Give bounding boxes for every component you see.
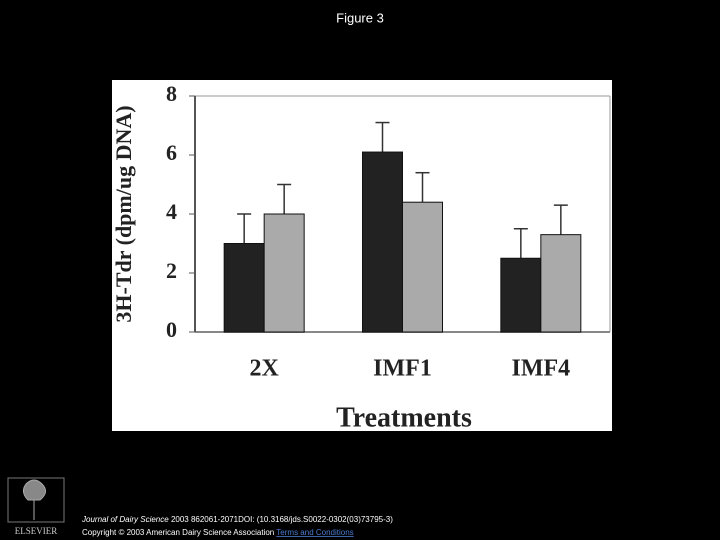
terms-link[interactable]: Terms and Conditions: [276, 528, 353, 537]
bar: [362, 151, 403, 333]
logo-tree: [22, 479, 46, 520]
x-tick-label: IMF4: [512, 356, 571, 382]
bar: [402, 201, 443, 333]
y-axis-label: 3H-Tdr (dpm/ug DNA): [111, 105, 136, 322]
copyright-text: Copyright © 2003 American Dairy Science …: [82, 528, 274, 537]
journal-name: Journal of Dairy Science: [81, 515, 169, 524]
copyright: Copyright © 2003 American Dairy Science …: [82, 528, 354, 537]
y-tick-label: 6: [166, 140, 177, 165]
logo-text: ELSEVIER: [15, 526, 58, 536]
y-tick-label: 4: [166, 199, 177, 224]
y-tick-label: 2: [166, 258, 177, 283]
y-tick-label: 0: [166, 317, 177, 342]
slide-title: Figure 3: [336, 10, 384, 25]
logo: ELSEVIER: [7, 477, 65, 536]
x-tick-label: IMF1: [373, 356, 432, 382]
citation-text: 2003 862061-2071DOI: (10.3168/jds.S0022-…: [169, 515, 394, 524]
bar: [540, 234, 582, 333]
chart: 0 2 4 6 8 2X IMF1 IMF4: [166, 81, 611, 382]
citation: Journal of Dairy Science 2003 862061-207…: [81, 515, 393, 524]
bar: [500, 257, 542, 333]
x-tick-label: 2X: [249, 356, 279, 382]
bar: [263, 213, 305, 333]
bar: [223, 243, 265, 333]
y-tick-label: 8: [166, 81, 177, 106]
x-axis-label: Treatments: [336, 402, 472, 433]
